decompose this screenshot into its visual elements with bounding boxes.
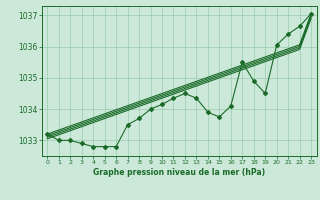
X-axis label: Graphe pression niveau de la mer (hPa): Graphe pression niveau de la mer (hPa) — [93, 168, 265, 177]
